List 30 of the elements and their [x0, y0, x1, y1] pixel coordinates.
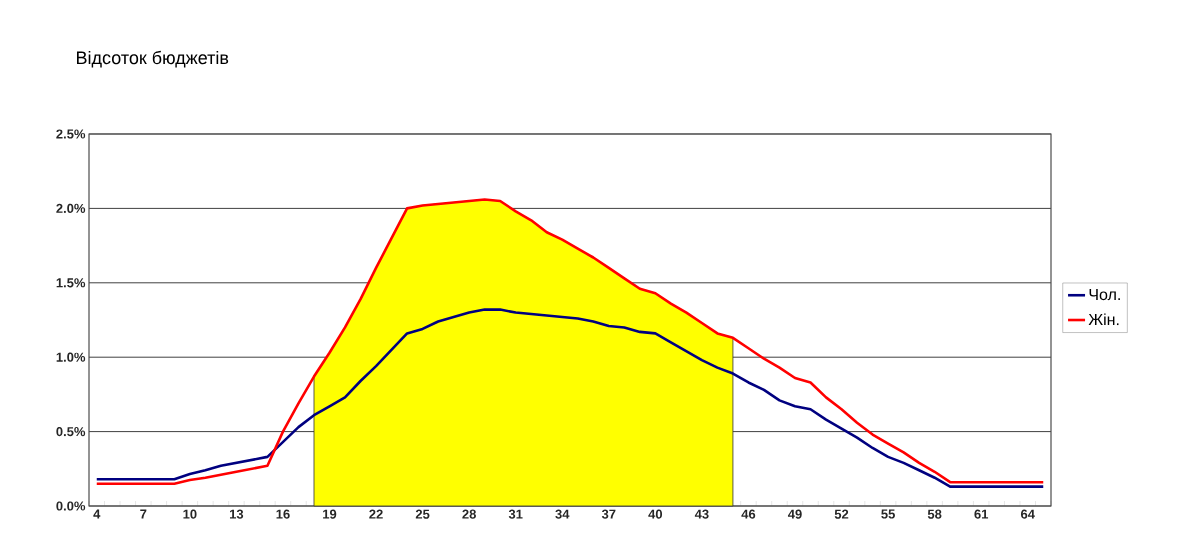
- x-tick-label: 37: [601, 509, 616, 519]
- x-tick-label: 64: [1020, 509, 1035, 519]
- x-tick-label: 61: [974, 509, 989, 519]
- y-tick-label: 2.5%: [56, 129, 86, 139]
- x-tick-label: 10: [183, 509, 197, 519]
- y-tick-label: 1.5%: [56, 278, 86, 288]
- x-tick-label: 7: [140, 509, 147, 519]
- x-tick-label: 19: [323, 509, 337, 519]
- x-tick-label: 4: [93, 509, 101, 519]
- x-tick-label: 34: [555, 509, 570, 519]
- x-tick-label: 22: [369, 509, 383, 519]
- chart-title: Відсоток бюджетів: [77, 50, 229, 68]
- x-tick-label: 25: [415, 509, 430, 519]
- y-tick-label: 2.0%: [56, 203, 86, 213]
- x-tick-label: 58: [927, 509, 942, 519]
- x-tick-label: 43: [694, 509, 709, 519]
- x-tick-label: 13: [229, 509, 244, 519]
- x-tick-label: 49: [787, 509, 802, 519]
- x-tick-label: 28: [462, 509, 476, 519]
- x-tick-label: 40: [648, 509, 663, 519]
- y-tick-label: 0.5%: [56, 427, 86, 437]
- x-tick-label: 52: [834, 509, 849, 519]
- x-tick-label: 55: [881, 509, 895, 519]
- x-tick-label: 46: [741, 509, 756, 519]
- legend-label: Жін.: [1088, 313, 1119, 326]
- x-tick-label: 31: [508, 509, 523, 519]
- legend-label: Чол.: [1089, 288, 1120, 301]
- x-tick-label: 16: [276, 509, 290, 519]
- y-tick-label: 0.0%: [56, 501, 86, 511]
- y-tick-label: 1.0%: [56, 352, 86, 362]
